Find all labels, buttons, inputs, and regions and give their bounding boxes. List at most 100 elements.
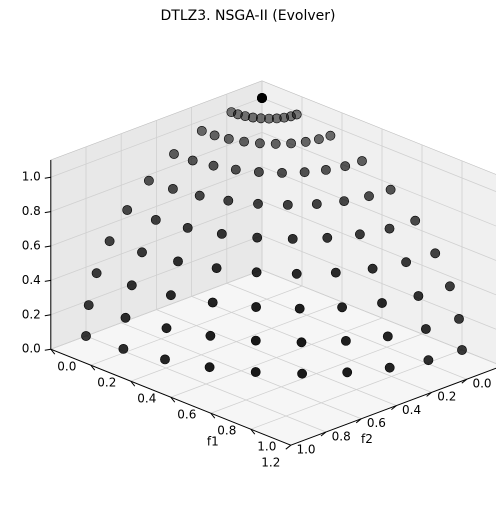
data-point: [169, 149, 178, 158]
y-tick-label: 1.2: [261, 456, 280, 470]
data-point: [326, 131, 335, 140]
data-point: [457, 345, 466, 354]
data-point: [297, 338, 306, 347]
data-point: [445, 282, 454, 291]
data-point: [287, 139, 296, 148]
data-point: [414, 291, 423, 300]
data-point: [81, 331, 90, 340]
z-tick-label: 0.0: [22, 342, 41, 356]
data-point: [288, 234, 297, 243]
data-point: [454, 314, 463, 323]
z-tick-label: 0.4: [22, 273, 41, 287]
data-point: [123, 205, 132, 214]
data-point: [411, 216, 420, 225]
data-point: [231, 165, 240, 174]
data-point: [151, 215, 160, 224]
data-point: [298, 369, 307, 378]
data-point: [357, 156, 366, 165]
data-point: [314, 135, 323, 144]
data-point: [338, 303, 347, 312]
data-point: [127, 281, 136, 290]
data-point: [386, 185, 395, 194]
data-point: [431, 249, 440, 258]
data-point: [257, 93, 266, 102]
data-point: [252, 302, 261, 311]
data-point: [84, 301, 93, 310]
data-point: [424, 356, 433, 365]
data-point: [119, 344, 128, 353]
data-point: [341, 336, 350, 345]
data-point: [240, 137, 249, 146]
z-tick-label: 0.6: [22, 239, 41, 253]
data-point: [224, 134, 233, 143]
data-point: [173, 257, 182, 266]
data-point: [197, 126, 206, 135]
data-point: [254, 167, 263, 176]
z-tick-label: 0.2: [22, 307, 41, 321]
y-tick-mark: [286, 445, 291, 449]
data-point: [277, 168, 286, 177]
z-tick-label: 1.0: [22, 170, 41, 184]
data-point: [255, 139, 264, 148]
data-point: [421, 324, 430, 333]
data-point: [217, 229, 226, 238]
data-point: [137, 248, 146, 257]
z-tick-mark: [45, 246, 51, 247]
data-point: [321, 165, 330, 174]
data-point: [121, 313, 130, 322]
f1-axis-title: f1: [207, 435, 219, 449]
data-point: [271, 139, 280, 148]
x-tick-label: 0.4: [137, 392, 156, 406]
data-point: [292, 269, 301, 278]
data-point: [105, 237, 114, 246]
data-point: [160, 355, 169, 364]
data-point: [331, 268, 340, 277]
data-point: [341, 162, 350, 171]
data-point: [312, 199, 321, 208]
data-point: [205, 363, 214, 372]
z-tick-label: 0.8: [22, 204, 41, 218]
z-tick-mark: [45, 349, 51, 350]
y-tick-label: 0.6: [367, 416, 386, 430]
data-point: [210, 131, 219, 140]
z-tick-mark: [45, 315, 51, 316]
data-point: [92, 269, 101, 278]
chart-title: DTLZ3. NSGA-II (Evolver): [0, 8, 496, 24]
data-point: [206, 331, 215, 340]
data-point: [283, 200, 292, 209]
data-point: [383, 332, 392, 341]
data-point: [364, 192, 373, 201]
data-point: [402, 258, 411, 267]
data-point: [195, 191, 204, 200]
x-tick-label: 0.8: [217, 424, 236, 438]
data-point: [251, 367, 260, 376]
data-point: [212, 264, 221, 273]
data-point: [368, 264, 377, 273]
data-point: [377, 298, 386, 307]
data-point: [251, 336, 260, 345]
y-tick-label: 0.8: [332, 429, 351, 443]
data-point: [295, 304, 304, 313]
z-tick-mark: [45, 212, 51, 213]
data-point: [343, 368, 352, 377]
data-point: [144, 176, 153, 185]
data-point: [385, 363, 394, 372]
data-point: [209, 161, 218, 170]
data-point: [256, 114, 265, 123]
data-point: [340, 197, 349, 206]
x-tick-label: 0.0: [57, 360, 76, 374]
data-point: [224, 196, 233, 205]
y-tick-label: 0.4: [402, 403, 421, 417]
f2-axis-title: f2: [361, 432, 373, 446]
y-tick-label: 1.0: [296, 443, 315, 457]
data-point: [208, 298, 217, 307]
data-point: [162, 324, 171, 333]
data-point: [188, 156, 197, 165]
data-point: [323, 233, 332, 242]
data-point: [301, 137, 310, 146]
data-point: [253, 233, 262, 242]
data-point: [252, 268, 261, 277]
x-tick-label: 0.6: [177, 408, 196, 422]
y-tick-label: 0.2: [437, 390, 456, 404]
